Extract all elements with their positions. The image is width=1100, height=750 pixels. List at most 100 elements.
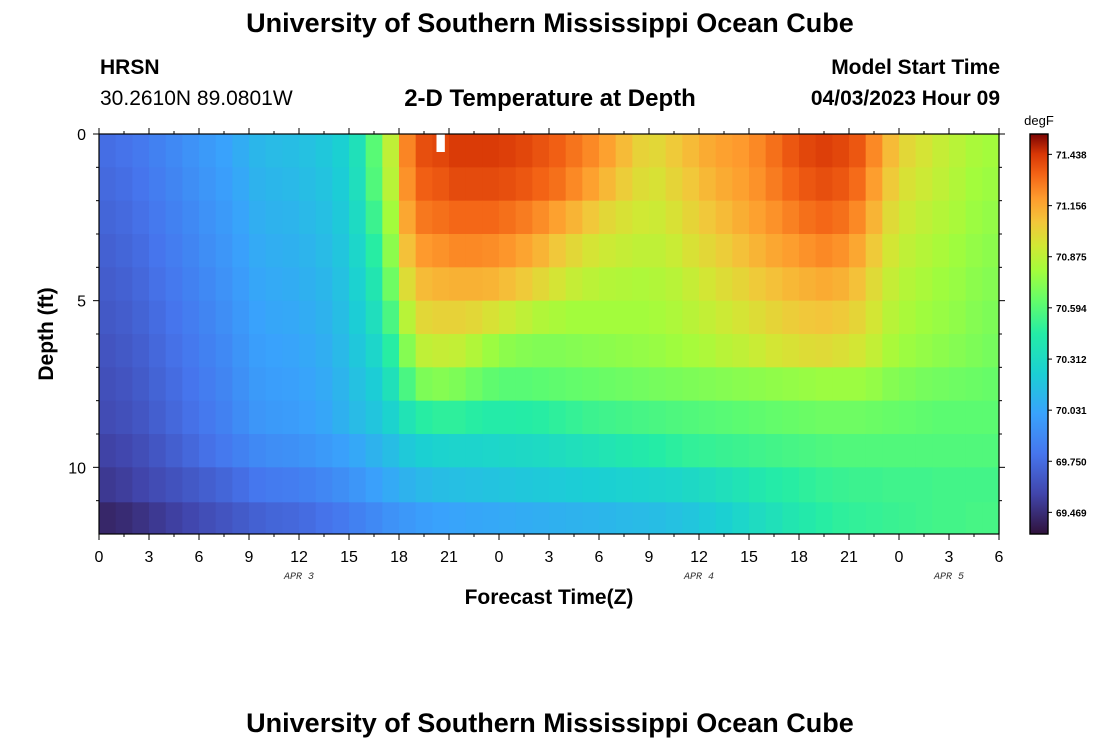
heatmap-cell bbox=[165, 467, 183, 503]
heatmap-cell bbox=[915, 434, 933, 468]
heatmap-cell bbox=[549, 300, 567, 335]
heatmap-cell bbox=[699, 134, 717, 168]
heatmap-cell bbox=[949, 434, 967, 468]
heatmap-cell bbox=[832, 334, 850, 368]
heatmap-cell bbox=[982, 367, 1000, 402]
heatmap-cell bbox=[865, 267, 883, 302]
heatmap-cell bbox=[449, 234, 467, 268]
heatmap-cell bbox=[649, 467, 667, 503]
heatmap-cell bbox=[382, 200, 400, 235]
heatmap-cell bbox=[815, 234, 833, 268]
x-tick-label: 9 bbox=[245, 549, 254, 566]
heatmap-cell bbox=[715, 134, 733, 168]
heatmap-cell bbox=[332, 502, 350, 535]
heatmap-cell bbox=[332, 300, 350, 335]
heatmap-cell bbox=[449, 300, 467, 335]
heatmap-cell bbox=[315, 400, 333, 435]
heatmap-cell bbox=[249, 200, 267, 235]
x-tick-label: 6 bbox=[995, 549, 1004, 566]
heatmap-cell bbox=[532, 200, 550, 235]
heatmap-cell bbox=[299, 334, 317, 368]
y-axis: 0 5 10 bbox=[68, 127, 1005, 502]
heatmap-cell bbox=[482, 167, 500, 202]
heatmap-cell bbox=[832, 300, 850, 335]
heatmap-cell bbox=[965, 400, 983, 435]
heatmap-cell bbox=[249, 467, 267, 503]
heatmap-cell bbox=[715, 400, 733, 435]
heatmap-cell bbox=[182, 367, 200, 402]
heatmap-cell bbox=[299, 200, 317, 235]
heatmap-cell bbox=[115, 467, 133, 503]
heatmap-cell bbox=[482, 467, 500, 503]
heatmap-cell bbox=[982, 467, 1000, 503]
heatmap-cell bbox=[649, 267, 667, 302]
colorbar-tick-label: 69.469 bbox=[1056, 508, 1087, 519]
heatmap-cell bbox=[249, 300, 267, 335]
heatmap-cell bbox=[982, 300, 1000, 335]
heatmap-cell bbox=[315, 200, 333, 235]
heatmap-cell bbox=[649, 300, 667, 335]
heatmap-cell bbox=[232, 367, 250, 402]
heatmap-cell bbox=[982, 400, 1000, 435]
heatmap-cell bbox=[165, 167, 183, 202]
heatmap-cell bbox=[849, 300, 867, 335]
heatmap-cell bbox=[749, 267, 767, 302]
heatmap-cell bbox=[615, 234, 633, 268]
heatmap-cell bbox=[165, 367, 183, 402]
heatmap-cell bbox=[765, 267, 783, 302]
heatmap-cell bbox=[482, 400, 500, 435]
heatmap-cell bbox=[915, 467, 933, 503]
x-axis: 0 3 6 9 12 15 18 21 0 3 6 9 12 15 18 21 0 3 6 APR 3 APR 4 APR… bbox=[95, 128, 1004, 583]
date-label: APR 4 bbox=[683, 572, 714, 583]
heatmap-cell bbox=[799, 300, 817, 335]
heatmap-cell bbox=[632, 467, 650, 503]
x-tick-label: 15 bbox=[340, 549, 358, 566]
heatmap-cell bbox=[765, 134, 783, 168]
heatmap-cell bbox=[365, 234, 383, 268]
heatmap-cell bbox=[565, 434, 583, 468]
heatmap-cell bbox=[365, 367, 383, 402]
heatmap-cell bbox=[149, 267, 167, 302]
heatmap-cell bbox=[565, 467, 583, 503]
heatmap-cell bbox=[965, 434, 983, 468]
heatmap-cell bbox=[549, 467, 567, 503]
heatmap-cell bbox=[949, 300, 967, 335]
heatmap-cell bbox=[449, 334, 467, 368]
heatmap-cell bbox=[249, 502, 267, 535]
heatmap-cell bbox=[265, 234, 283, 268]
heatmap-cell bbox=[99, 200, 117, 235]
heatmap-cell bbox=[99, 400, 117, 435]
heatmap-cell bbox=[749, 367, 767, 402]
heatmap-cell bbox=[149, 400, 167, 435]
heatmap-cell bbox=[532, 502, 550, 535]
heatmap-cell bbox=[482, 200, 500, 235]
heatmap-cell bbox=[532, 300, 550, 335]
heatmap-cell bbox=[149, 434, 167, 468]
heatmap-cell bbox=[132, 200, 150, 235]
heatmap-cell bbox=[565, 502, 583, 535]
heatmap-cell bbox=[949, 367, 967, 402]
heatmap-cell bbox=[182, 200, 200, 235]
heatmap-cell bbox=[632, 434, 650, 468]
heatmap-cell bbox=[965, 267, 983, 302]
heatmap-cell bbox=[165, 400, 183, 435]
heatmap-cell bbox=[249, 434, 267, 468]
heatmap-cell bbox=[665, 300, 683, 335]
heatmap-cell bbox=[765, 234, 783, 268]
heatmap-cell bbox=[365, 200, 383, 235]
heatmap-cell bbox=[715, 234, 733, 268]
heatmap-cell bbox=[749, 300, 767, 335]
heatmap-cell bbox=[549, 267, 567, 302]
heatmap-cell bbox=[182, 334, 200, 368]
heatmap-cell bbox=[265, 167, 283, 202]
heatmap-cell bbox=[399, 467, 417, 503]
heatmap-cell bbox=[915, 134, 933, 168]
heatmap-cell bbox=[782, 167, 800, 202]
heatmap-cell bbox=[615, 467, 633, 503]
heatmap-cell bbox=[749, 134, 767, 168]
heatmap-cell bbox=[215, 434, 233, 468]
heatmap-cell bbox=[282, 200, 300, 235]
heatmap-cell bbox=[215, 300, 233, 335]
heatmap-cell bbox=[482, 134, 500, 168]
heatmap-cell bbox=[499, 267, 517, 302]
